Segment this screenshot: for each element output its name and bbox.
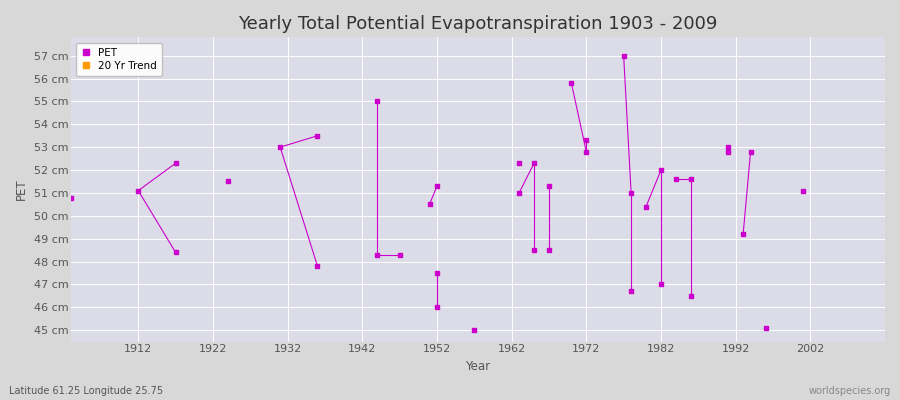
- Text: worldspecies.org: worldspecies.org: [809, 386, 891, 396]
- Text: Latitude 61.25 Longitude 25.75: Latitude 61.25 Longitude 25.75: [9, 386, 163, 396]
- X-axis label: Year: Year: [465, 360, 491, 373]
- Y-axis label: PET: PET: [15, 179, 28, 200]
- Title: Yearly Total Potential Evapotranspiration 1903 - 2009: Yearly Total Potential Evapotranspiratio…: [238, 15, 717, 33]
- Legend: PET, 20 Yr Trend: PET, 20 Yr Trend: [76, 42, 162, 76]
